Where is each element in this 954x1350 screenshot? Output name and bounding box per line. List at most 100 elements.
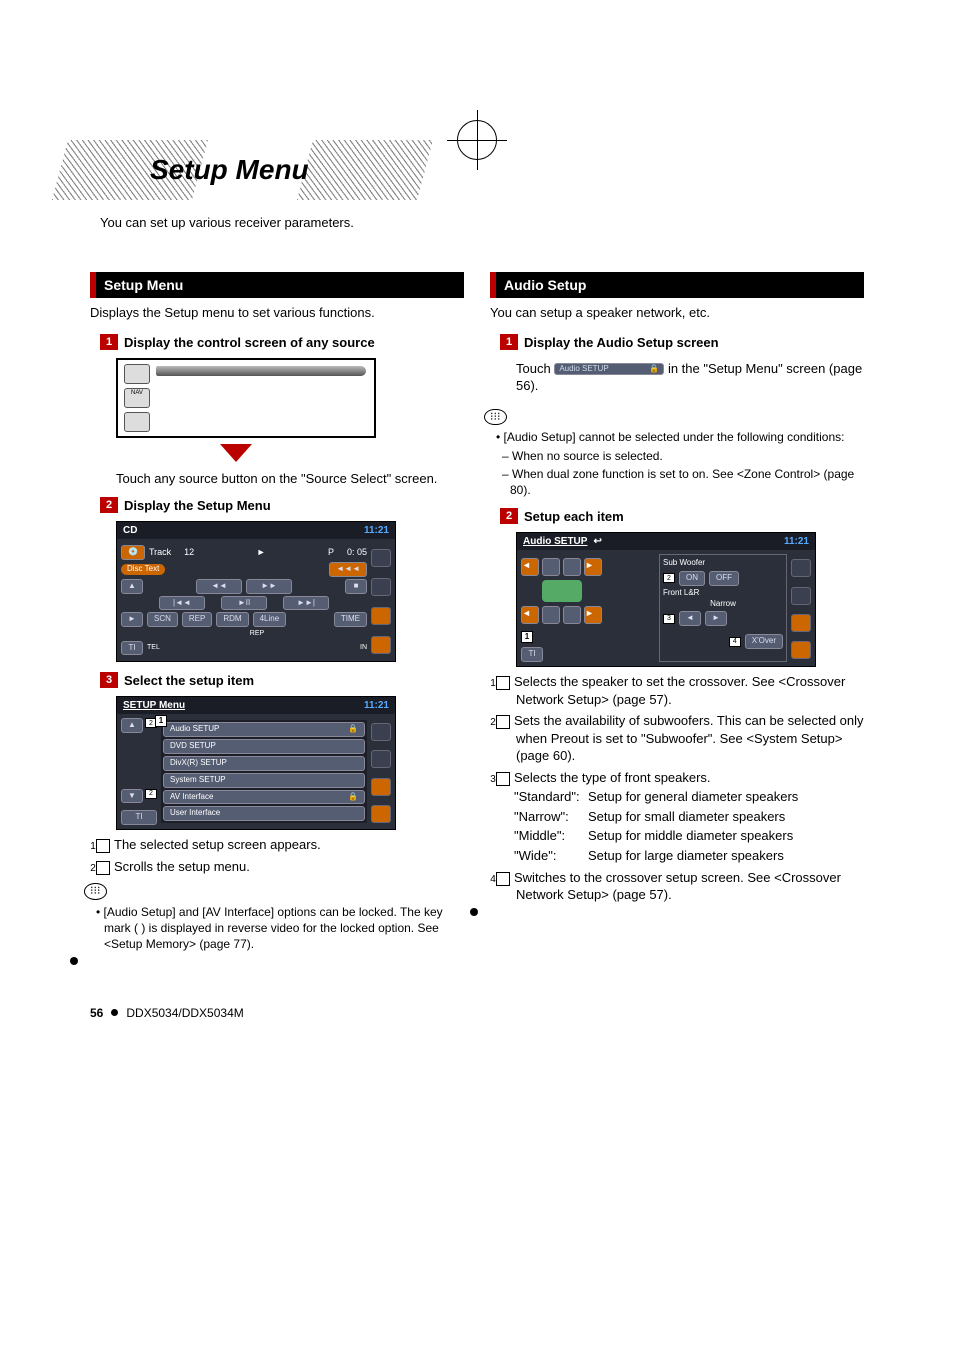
callout-2b: 2: [145, 789, 157, 799]
audio-step-1: 1 Display the Audio Setup screen: [500, 334, 864, 352]
xover-btn: X'Over: [745, 634, 783, 649]
audio-ti-btn: TI: [521, 647, 543, 662]
cd-elapsed: 0: 05: [347, 546, 367, 558]
numref-4: 4: [496, 872, 510, 886]
item-2-text: Scrolls the setup menu.: [114, 859, 250, 874]
page-number: 56: [90, 1005, 103, 1021]
item-1-text: The selected setup screen appears.: [114, 837, 321, 852]
cd-screen: CD 11:21 💿 Track 12 ► P 0: 05 Disc Text: [116, 521, 396, 663]
footer: 56 DDX5034/DDX5034M: [90, 1005, 864, 1021]
def-wide: "Wide":Setup for large diameter speakers: [514, 847, 864, 865]
source-select-screen: NAV: [116, 358, 376, 438]
cd-clock: 11:21: [364, 524, 389, 538]
subwoofer-label: Sub Woofer: [663, 558, 783, 569]
numref-1: 1: [96, 839, 110, 853]
spk-sub-r: [563, 606, 581, 624]
touch-pre: Touch: [516, 361, 554, 376]
def-middle: "Middle":Setup for middle diameter speak…: [514, 827, 864, 845]
cd-stop-btn: ■: [345, 579, 367, 594]
audio-note-list: [Audio Setup] cannot be selected under t…: [496, 429, 864, 445]
step-2-text: Display the Setup Menu: [124, 497, 271, 515]
audio-item-3-text: Selects the type of front speakers.: [514, 770, 711, 785]
section-heading-setup-menu: Setup Menu: [90, 272, 464, 299]
spk-fr: ►: [584, 558, 602, 576]
side-icon: [371, 805, 391, 823]
callout-audio-2: 2: [663, 573, 675, 583]
cd-status-row: REP: [121, 629, 367, 638]
cd-body: 💿 Track 12 ► P 0: 05 Disc Text ◄◄◄ ▲: [117, 539, 395, 661]
cd-time-btn: TIME: [334, 612, 367, 627]
title-hatch-right: [297, 140, 433, 200]
audio-setup-touch-btn: Audio SETUP🔒: [554, 363, 664, 376]
note-icon: ⁝⁝⁝: [84, 883, 107, 900]
rear-speakers: ◄ ►: [521, 606, 651, 624]
side-icon: [791, 641, 811, 659]
cd-track-row: 💿 Track 12 ► P 0: 05: [121, 545, 367, 560]
arrow-down-icon: [220, 444, 252, 462]
cd-4line-btn: 4Line: [253, 612, 287, 627]
cd-rdm-btn: RDM: [216, 612, 248, 627]
xover-row: 4 X'Over: [663, 634, 783, 649]
setup-menu-lead: Displays the Setup menu to set various f…: [90, 304, 464, 322]
menu-down-btn: ▼: [121, 789, 143, 804]
side-icon: [371, 549, 391, 567]
side-icon: [371, 723, 391, 741]
audio-setup-screen: Audio SETUP ↩ 11:21 ◄ ►: [516, 532, 816, 667]
callout-1: 1: [155, 715, 167, 727]
menu-ti-btn: TI: [121, 810, 157, 825]
audio-note-2: When dual zone function is set to on. Se…: [502, 466, 864, 498]
cd-rew-icon: ◄◄◄: [329, 562, 367, 577]
cd-disc-text-btn: Disc Text: [121, 564, 165, 575]
audio-item-4: 4Switches to the crossover setup screen.…: [496, 869, 864, 904]
spk-tweeter-l: [542, 558, 560, 576]
front-speakers: ◄ ►: [521, 558, 651, 576]
numref-2: 2: [496, 715, 510, 729]
front-value: Narrow: [663, 599, 783, 610]
cd-ti-btn: TI: [121, 641, 143, 656]
cd-mode-row: ► SCN REP RDM 4Line TIME: [121, 612, 367, 627]
cd-ff-btn: ►►: [246, 579, 292, 594]
cd-side-icons: [369, 544, 393, 660]
page: Setup Menu You can set up various receiv…: [0, 40, 954, 1061]
audio-item-2-text: Sets the availability of subwoofers. Thi…: [514, 713, 864, 763]
source-caption: Touch any source button on the "Source S…: [116, 470, 464, 488]
column-end-dot: [470, 908, 478, 916]
subwoofer-row: 2 ON OFF: [663, 571, 783, 586]
cd-footer-row: TI TEL IN: [121, 641, 367, 656]
numref-3: 3: [496, 772, 510, 786]
step-3: 3 Select the setup item: [100, 672, 464, 690]
cd-play-icon: ►: [198, 546, 324, 558]
side-icon: [371, 578, 391, 596]
step-2: 2 Display the Setup Menu: [100, 497, 464, 515]
menu-item-user-interface: User Interface: [163, 806, 365, 821]
spk-rl: ◄: [521, 606, 539, 624]
callout-audio-4: 4: [729, 637, 741, 647]
left-column: Setup Menu Displays the Setup menu to se…: [90, 272, 464, 965]
side-icon: [371, 778, 391, 796]
audio-item-3: 3 Selects the type of front speakers.: [496, 769, 864, 787]
cd-track-no: 12: [184, 546, 194, 558]
menu-title-bar: SETUP Menu 11:21: [117, 697, 395, 715]
intro-text: You can set up various receiver paramete…: [100, 214, 864, 232]
side-icon: [791, 614, 811, 632]
cd-tel: TEL: [147, 643, 160, 652]
cd-title: CD: [123, 524, 137, 538]
source-icon-1: [124, 364, 150, 384]
audio-step-2-text: Setup each item: [524, 508, 624, 526]
page-title: Setup Menu: [150, 151, 309, 189]
callout-audio-3: 3: [663, 614, 675, 624]
cd-disctext-row: Disc Text ◄◄◄: [121, 562, 367, 577]
item-1: 1 The selected setup screen appears.: [96, 836, 464, 854]
cd-p: P: [328, 546, 334, 558]
cd-rep-status: REP: [147, 629, 367, 638]
cd-rew-btn: ◄◄: [196, 579, 242, 594]
setup-menu-screen: SETUP Menu 11:21 1 ▲2 ▼2 TI Audio SETUP🔒…: [116, 696, 396, 830]
step-1: 1 Display the control screen of any sour…: [100, 334, 464, 352]
sub-off-btn: OFF: [709, 571, 739, 586]
spk-sub-l: [542, 606, 560, 624]
note-list: [Audio Setup] and [AV Interface] options…: [96, 904, 464, 953]
audio-step-1-text: Display the Audio Setup screen: [524, 334, 719, 352]
item-2: 2Scrolls the setup menu.: [96, 858, 464, 876]
cd-track-label: Track: [149, 546, 171, 558]
car-row: [521, 580, 651, 602]
